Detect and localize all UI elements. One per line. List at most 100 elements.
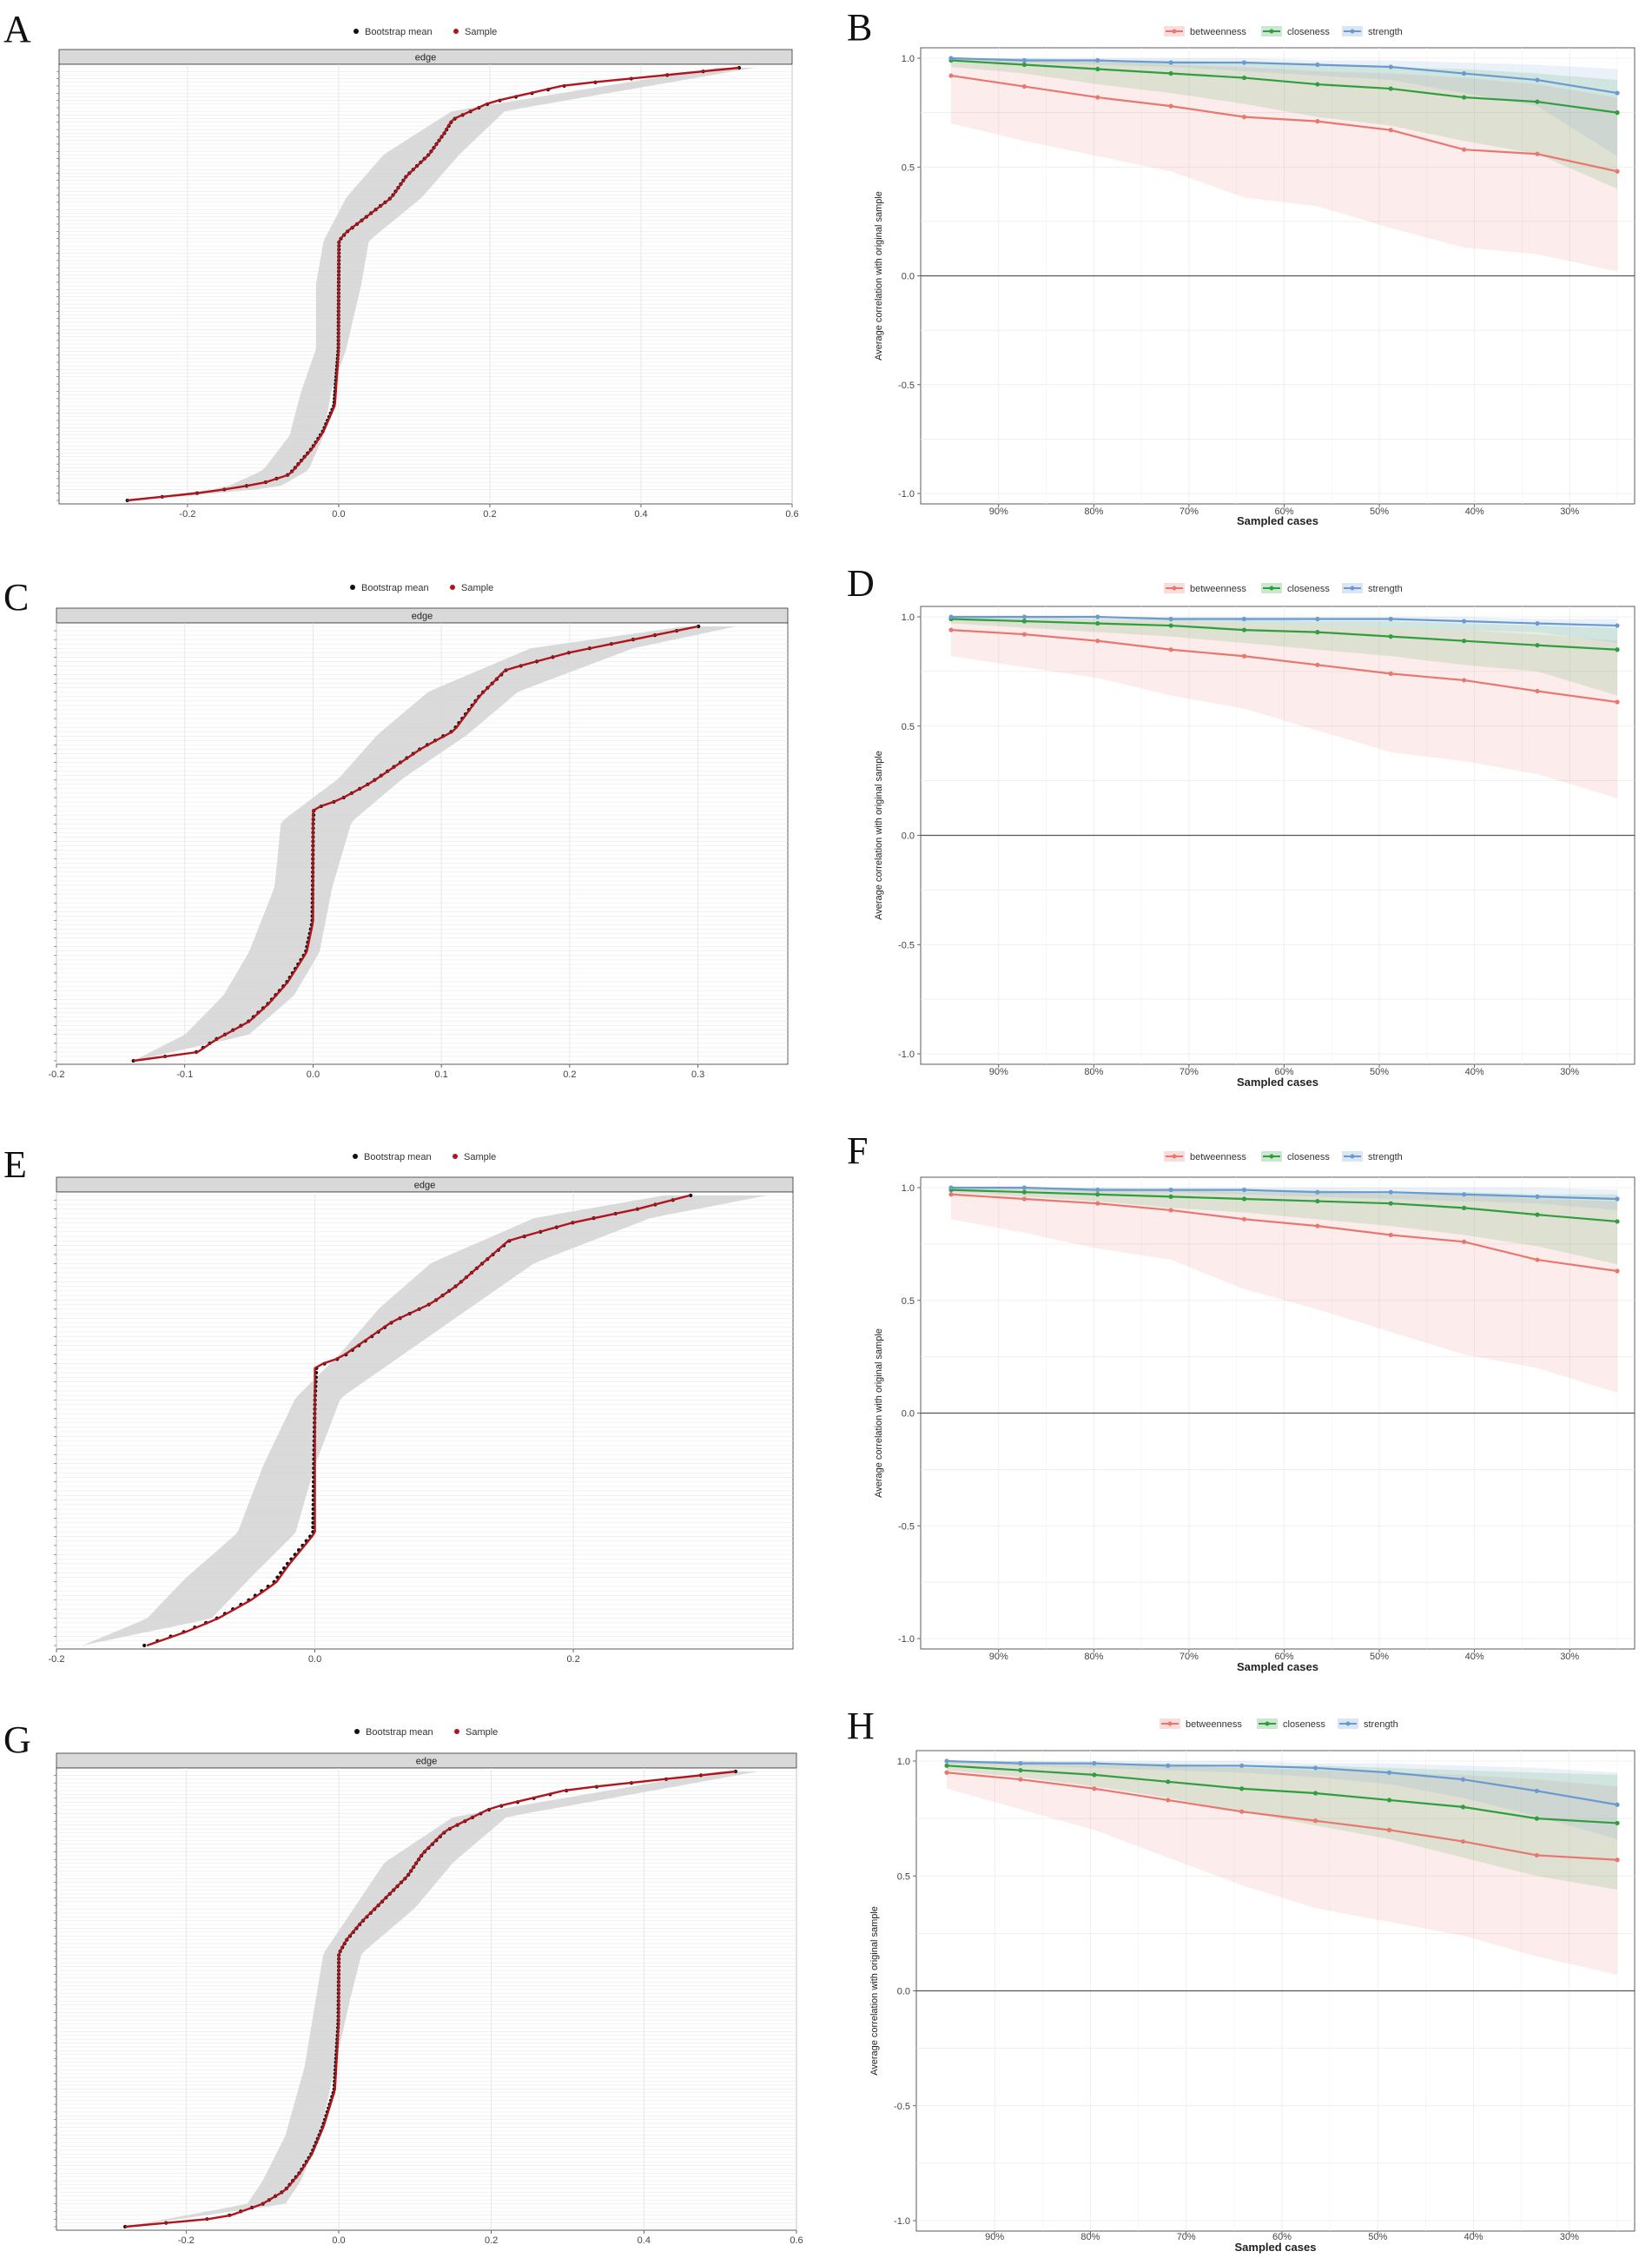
x-tick-label: 80% — [1084, 507, 1103, 517]
series-line-closeness — [946, 1765, 1618, 1824]
ci-band-betweenness — [951, 617, 1617, 798]
data-point-strength — [1461, 619, 1467, 624]
legend-key-bootstrap-mean — [350, 585, 355, 590]
data-point-closeness — [1534, 1816, 1539, 1821]
data-point-betweenness — [1241, 1216, 1247, 1222]
series-points-closeness — [948, 57, 1620, 116]
sample-line — [127, 66, 740, 502]
data-point-betweenness — [1021, 632, 1027, 637]
x-tick-label: 50% — [1370, 507, 1389, 517]
series-points-closeness — [944, 1763, 1620, 1826]
x-tick-label: 70% — [1180, 1652, 1199, 1662]
y-axis-ticks — [54, 630, 56, 1062]
legend: Bootstrap mean Sample — [354, 1727, 498, 1738]
x-tick-label: -0.1 — [176, 1069, 193, 1080]
x-axis-title: Sampled cases — [1237, 1076, 1318, 1089]
series-points-betweenness — [948, 627, 1620, 705]
data-point-closeness — [1535, 99, 1540, 104]
data-point-betweenness — [948, 1192, 954, 1197]
x-tick-label: 90% — [989, 1652, 1008, 1662]
ci-band-betweenness — [951, 1188, 1617, 1394]
legend: Bootstrap mean Sample — [353, 1152, 496, 1162]
x-tick-label: 0.0 — [307, 1069, 320, 1080]
x-tick-label: 90% — [985, 2232, 1004, 2242]
data-point-strength — [1388, 1189, 1393, 1195]
legend: betweenness closeness strength — [1164, 583, 1403, 594]
legend-label-bootstrap-mean: Bootstrap mean — [366, 1727, 433, 1738]
x-tick-label: 0.2 — [566, 1654, 579, 1665]
series-line-betweenness — [950, 628, 1618, 704]
data-point-closeness — [1166, 1779, 1171, 1785]
legend-label-closeness: closeness — [1283, 1719, 1325, 1730]
series-line-closeness — [950, 618, 1618, 651]
series-line-strength — [950, 56, 1618, 95]
legend-label-sample: Sample — [465, 27, 497, 37]
legend: Bootstrap mean Sample — [354, 27, 497, 37]
data-point-closeness — [1315, 82, 1320, 87]
facet-strip-label: edge — [414, 1181, 435, 1191]
y-axis-title: Average correlation with original sample — [869, 1906, 880, 2076]
panel-letter: G — [3, 1718, 31, 1761]
data-point-strength — [1315, 1189, 1320, 1195]
panel-letter: A — [3, 8, 31, 50]
series-points-closeness — [948, 1187, 1620, 1224]
data-point-strength — [1615, 90, 1620, 96]
x-tick-label: 90% — [989, 1067, 1008, 1077]
data-point-betweenness — [1315, 119, 1320, 124]
y-tick-label: -0.5 — [898, 940, 915, 950]
y-tick-label: 0.5 — [902, 162, 915, 173]
data-point-closeness — [1460, 1804, 1466, 1810]
y-axis-ticks — [54, 1199, 56, 1646]
data-point-betweenness — [1168, 1208, 1173, 1213]
x-tick-label: 80% — [1084, 1067, 1103, 1077]
x-tick-label: 0.4 — [638, 2235, 651, 2246]
data-point-closeness — [1461, 1205, 1467, 1210]
sample-line — [146, 1194, 691, 1647]
data-point-betweenness — [1095, 1201, 1100, 1206]
x-tick-label: 0.6 — [785, 509, 798, 520]
x-tick-label: 0.0 — [308, 1654, 321, 1665]
legend-key-sample — [453, 1154, 458, 1159]
y-tick-label: 0.5 — [902, 1296, 915, 1307]
panel-letter: F — [847, 1129, 868, 1172]
x-tick-label: 60% — [1274, 1652, 1293, 1662]
y-tick-label: -0.5 — [898, 381, 915, 391]
y-tick-label: -1.0 — [894, 2216, 910, 2227]
legend-key-point — [1265, 1721, 1270, 1726]
data-point-closeness — [1092, 1772, 1097, 1778]
data-point-betweenness — [1241, 115, 1247, 120]
series-points-strength — [944, 1758, 1620, 1807]
data-point-closeness — [1095, 66, 1100, 72]
data-point-betweenness — [1388, 671, 1393, 676]
data-point-strength — [1241, 616, 1247, 622]
data-point-betweenness — [1021, 83, 1027, 89]
data-point-closeness — [1021, 619, 1027, 624]
legend: betweenness closeness strength — [1164, 1151, 1403, 1162]
data-point-betweenness — [1461, 147, 1467, 152]
panel-letter: H — [847, 1705, 875, 1747]
x-tick-label: 60% — [1274, 1067, 1293, 1077]
data-point-strength — [1535, 620, 1540, 626]
y-tick-label: 0.0 — [902, 272, 915, 282]
legend-label-strength: strength — [1368, 584, 1403, 594]
data-point-strength — [1460, 1777, 1466, 1782]
series-line-betweenness — [946, 1771, 1618, 1861]
x-tick-label: 0.4 — [634, 509, 647, 520]
sample-line — [133, 625, 698, 1063]
series-line-strength — [951, 615, 1618, 627]
series-line-closeness — [950, 1189, 1618, 1223]
series-line-strength — [951, 1186, 1618, 1201]
data-point-closeness — [1168, 623, 1173, 628]
x-tick-label: -0.2 — [178, 2235, 195, 2246]
data-point-strength — [1315, 616, 1320, 622]
y-axis-ticks — [56, 70, 59, 501]
ci-band-strength — [951, 617, 1617, 644]
data-point-closeness — [1021, 62, 1027, 68]
x-tick-label: 40% — [1464, 2232, 1483, 2242]
series-points-betweenness — [944, 1770, 1620, 1863]
data-point-closeness — [1313, 1791, 1318, 1796]
data-point-betweenness — [1615, 699, 1620, 705]
